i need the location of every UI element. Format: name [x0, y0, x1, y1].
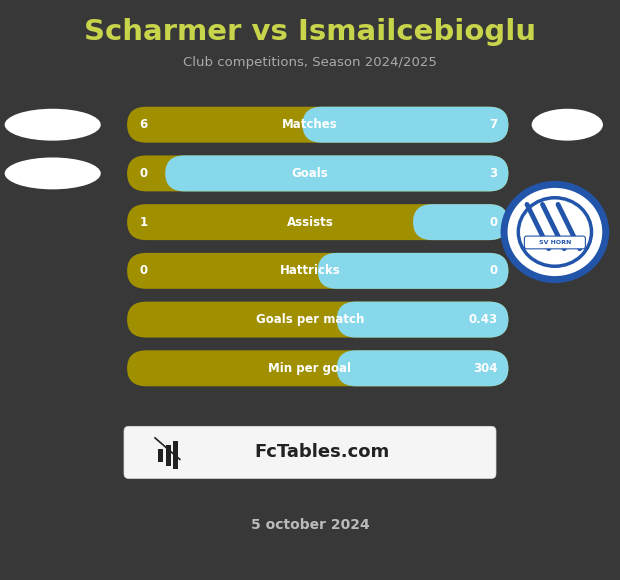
Text: 0.43: 0.43 — [468, 313, 497, 326]
FancyBboxPatch shape — [127, 350, 508, 386]
Text: Goals per match: Goals per match — [256, 313, 364, 326]
FancyBboxPatch shape — [317, 253, 508, 289]
Text: 304: 304 — [472, 362, 497, 375]
FancyBboxPatch shape — [303, 107, 508, 143]
FancyBboxPatch shape — [127, 204, 508, 240]
Text: 0: 0 — [489, 216, 497, 229]
Text: 5 october 2024: 5 october 2024 — [250, 518, 370, 532]
Text: Goals: Goals — [291, 167, 329, 180]
Text: Hattricks: Hattricks — [280, 264, 340, 277]
Ellipse shape — [5, 157, 100, 189]
FancyBboxPatch shape — [337, 350, 508, 386]
Text: 7: 7 — [489, 118, 497, 131]
Text: 0: 0 — [140, 264, 148, 277]
Ellipse shape — [5, 109, 100, 141]
FancyBboxPatch shape — [165, 155, 508, 191]
FancyBboxPatch shape — [413, 204, 508, 240]
Ellipse shape — [532, 109, 603, 141]
Text: Matches: Matches — [282, 118, 338, 131]
Text: 0: 0 — [140, 167, 148, 180]
Text: SV HORN: SV HORN — [539, 240, 571, 245]
FancyBboxPatch shape — [166, 445, 171, 466]
Text: Club competitions, Season 2024/2025: Club competitions, Season 2024/2025 — [183, 56, 437, 68]
Text: 1: 1 — [140, 216, 148, 229]
FancyBboxPatch shape — [127, 107, 508, 143]
Text: FcTables.com: FcTables.com — [255, 443, 390, 462]
FancyBboxPatch shape — [337, 302, 508, 338]
Text: 6: 6 — [140, 118, 148, 131]
FancyBboxPatch shape — [127, 155, 508, 191]
FancyBboxPatch shape — [124, 426, 496, 478]
FancyBboxPatch shape — [127, 253, 508, 289]
FancyBboxPatch shape — [525, 236, 585, 249]
Text: Scharmer vs Ismailcebioglu: Scharmer vs Ismailcebioglu — [84, 18, 536, 46]
Text: Assists: Assists — [286, 216, 334, 229]
FancyBboxPatch shape — [173, 441, 178, 469]
Text: 3: 3 — [489, 167, 497, 180]
FancyBboxPatch shape — [158, 449, 163, 462]
Circle shape — [504, 184, 606, 280]
Text: 0: 0 — [489, 264, 497, 277]
FancyBboxPatch shape — [127, 302, 508, 338]
Text: Min per goal: Min per goal — [268, 362, 352, 375]
